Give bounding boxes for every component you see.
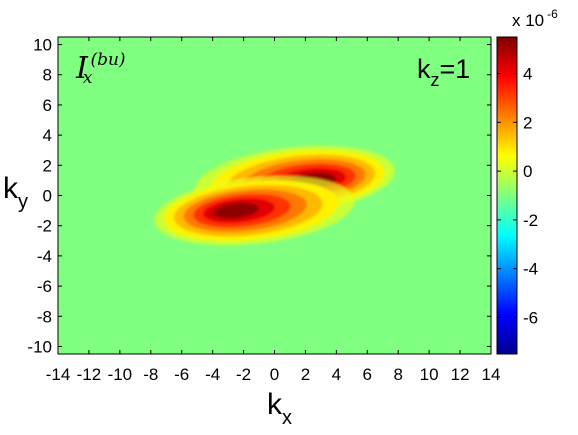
- y-tick-label: 10: [33, 36, 52, 55]
- colorbar-tick-label: 0: [523, 162, 532, 181]
- x-tick-label: -14: [46, 365, 71, 384]
- y-tick-label: 8: [43, 66, 52, 85]
- y-tick-label: -6: [37, 277, 52, 296]
- plot-area: -14 -12 -10 -8 -6 -4 -2 0 2 4 6 8 10 12 14 -10 -8 -6 -4 -2…: [27, 36, 500, 384]
- colorbar-tick-label: 4: [523, 65, 532, 84]
- heatmap-field: [154, 145, 395, 246]
- x-tick-label: -12: [77, 365, 102, 384]
- x-tick-label: -8: [143, 365, 158, 384]
- x-tick-label: 4: [332, 365, 341, 384]
- x-tick-label: -6: [174, 365, 189, 384]
- x-tick-label: 10: [420, 365, 439, 384]
- heatmap-peak-level: [212, 202, 259, 219]
- x-axis-ticks: -14 -12 -10 -8 -6 -4 -2 0 2 4 6 8 10 12 14: [46, 37, 501, 384]
- quantity-annotation: Ix(bu): [75, 50, 126, 88]
- x-tick-label: 12: [451, 365, 470, 384]
- x-tick-label: -2: [236, 365, 251, 384]
- x-tick-label: 0: [270, 365, 279, 384]
- colorbar-tick-label: -2: [523, 211, 538, 230]
- y-tick-label: -4: [37, 247, 52, 266]
- x-tick-label: -10: [108, 365, 133, 384]
- x-axis-label: kx: [267, 388, 292, 429]
- colorbar-tick-label: -6: [523, 308, 538, 327]
- x-tick-label: 8: [393, 365, 402, 384]
- colorbar-tick-label: -4: [523, 260, 538, 279]
- colorbar-strip: [496, 36, 518, 355]
- y-axis-ticks: -10 -8 -6 -4 -2 0 2 4 6 8 10: [27, 36, 491, 356]
- x-tick-label: 2: [301, 365, 310, 384]
- y-tick-label: 6: [43, 96, 52, 115]
- panel-annotation: kz=1: [417, 54, 470, 90]
- y-tick-label: 4: [43, 126, 52, 145]
- colorbar-multiplier: x 10 -6: [512, 7, 558, 30]
- y-tick-label: -10: [27, 337, 52, 356]
- colorbar-ticks: 4 2 0 -2 -4 -6: [497, 65, 538, 327]
- colorbar-tick-label: 2: [523, 113, 532, 132]
- x-tick-label: 6: [363, 365, 372, 384]
- y-tick-label: -2: [37, 217, 52, 236]
- colorbar: 4 2 0 -2 -4 -6 x 10 -6: [496, 7, 558, 355]
- y-axis-label: ky: [3, 172, 28, 213]
- y-tick-label: -8: [37, 307, 52, 326]
- y-tick-label: 0: [43, 187, 52, 206]
- x-tick-label: -4: [205, 365, 220, 384]
- x-tick-label: 14: [482, 365, 501, 384]
- y-tick-label: 2: [43, 156, 52, 175]
